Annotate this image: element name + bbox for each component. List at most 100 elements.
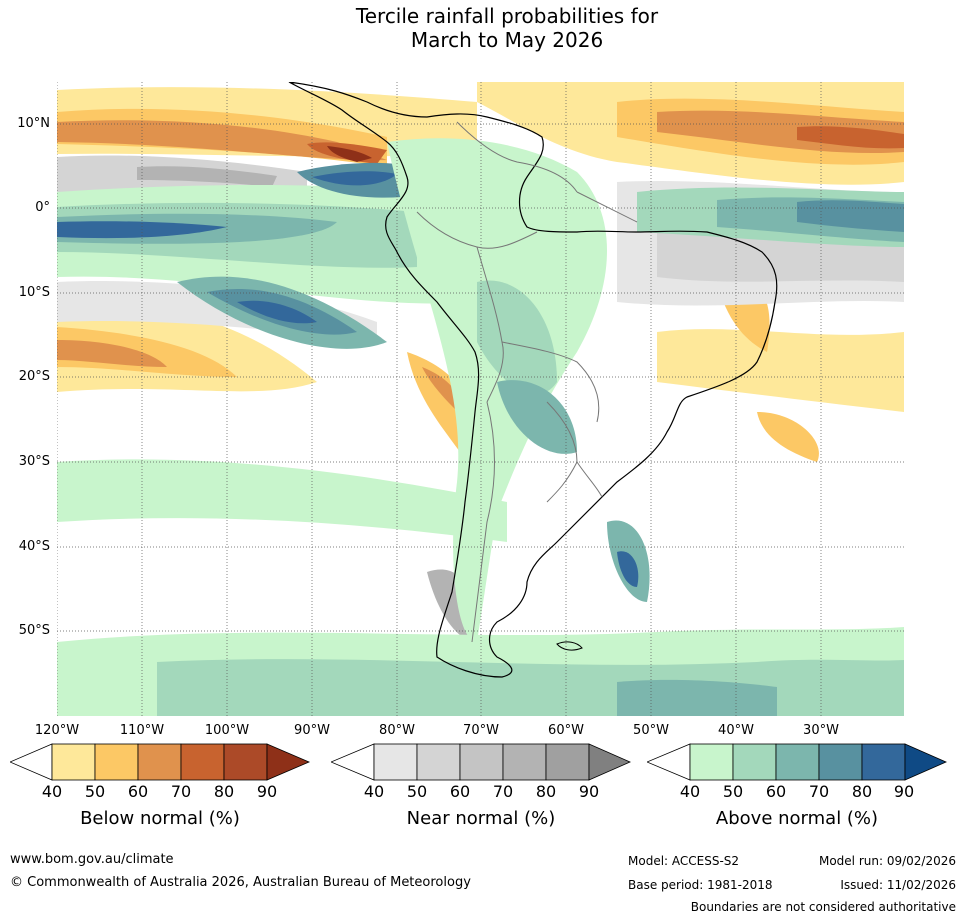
tick-near-80: 80: [535, 782, 557, 801]
colorbar-near-title: Near normal (%): [406, 808, 556, 829]
tick-above-50: 50: [722, 782, 744, 801]
colorbar-near: [331, 743, 631, 781]
title-line-1: Tercile rainfall probabilities for: [355, 4, 659, 28]
below-band-south-pacific-mid: [57, 327, 237, 377]
gridlines: [57, 82, 904, 716]
falkland-islands: [556, 641, 583, 651]
swatch-near-3: [459, 743, 504, 781]
tick-above-90: 90: [893, 782, 915, 801]
boundary-chile-argentina: [471, 401, 495, 643]
above-band-equatorial-atlantic-core: [797, 200, 904, 232]
swatch-near-1: [373, 743, 418, 781]
footer-model: Model: ACCESS-S2: [628, 854, 740, 868]
tick-below-90: 90: [256, 782, 278, 801]
lon-label-50w: 50°W: [633, 723, 669, 738]
swatch-near-0: [331, 743, 375, 781]
above-band-southeast-pacific-core: [237, 300, 317, 324]
boundary-guianas: [576, 191, 638, 223]
footer-disclaimer: Boundaries are not considered authoritat…: [690, 900, 956, 914]
boundary-peru-bolivia: [476, 246, 504, 403]
swatch-above-1: [689, 743, 734, 781]
boundary-bolivia-brazil: [501, 341, 600, 423]
boundary-uruguay: [576, 461, 603, 498]
tick-above-60: 60: [765, 782, 787, 801]
swatch-above-5: [861, 743, 906, 781]
lat-label-50s: 50°S: [18, 623, 50, 638]
above-band-parana: [497, 380, 577, 454]
footer-copyright: © Commonwealth of Australia 2026, Austra…: [10, 875, 471, 890]
lat-label-10s: 10°S: [18, 285, 50, 300]
colorbar-below: [10, 743, 310, 781]
below-band-north-pacific-strong: [57, 120, 387, 161]
lat-label-40s: 40°S: [18, 539, 50, 554]
title-line-2: March to May 2026: [410, 28, 604, 52]
country-boundaries: [416, 121, 638, 643]
swatch-below-3: [137, 743, 182, 781]
lon-label-110w: 110°W: [119, 723, 165, 738]
swatch-above-0: [647, 743, 691, 781]
swatch-near-4: [502, 743, 547, 781]
tick-near-70: 70: [492, 782, 514, 801]
lon-label-120w: 120°W: [34, 723, 80, 738]
lat-label-10n: 10°N: [17, 116, 50, 131]
tick-above-40: 40: [679, 782, 701, 801]
above-band-southern-ocean-mid: [157, 659, 904, 716]
lon-label-100w: 100°W: [204, 723, 250, 738]
below-band-south-atlantic: [657, 329, 904, 412]
colorbar-above-swatches: [647, 743, 947, 781]
below-band-south-atlantic-patch: [757, 412, 819, 462]
tick-near-40: 40: [363, 782, 385, 801]
colorbar-near-swatches: [331, 743, 631, 781]
swatch-below-4: [180, 743, 225, 781]
footer-url[interactable]: www.bom.gov.au/climate: [10, 852, 174, 867]
above-band-southern-ocean-strong: [617, 679, 777, 716]
lat-label-0: 0°: [35, 200, 50, 215]
tick-above-80: 80: [851, 782, 873, 801]
swatch-below-5: [223, 743, 268, 781]
lat-label-30s: 30°S: [18, 454, 50, 469]
below-peak-atlantic: [797, 126, 904, 149]
below-peak-panama: [327, 146, 372, 162]
tick-below-70: 70: [170, 782, 192, 801]
south-america-coastline: [288, 82, 778, 678]
below-band-south-pacific-strong: [57, 340, 167, 367]
lon-label-60w: 60°W: [548, 723, 584, 738]
lon-label-30w: 30°W: [803, 723, 839, 738]
footer-issued: Issued: 11/02/2026: [840, 878, 956, 892]
chart-title: Tercile rainfall probabilities for March…: [0, 4, 965, 52]
swatch-below-6: [266, 743, 310, 781]
boundary-colombia-venezuela: [456, 121, 578, 193]
rainfall-probability-map: [57, 82, 904, 716]
below-normal-areas: [57, 82, 904, 462]
above-band-south-pacific-40s: [57, 459, 507, 542]
swatch-above-2: [732, 743, 777, 781]
lon-label-40w: 40°W: [718, 723, 754, 738]
footer-model-run: Model run: 09/02/2026: [818, 854, 956, 868]
swatch-below-1: [51, 743, 96, 781]
lon-label-90w: 90°W: [294, 723, 330, 738]
tick-above-70: 70: [808, 782, 830, 801]
colorbar-above-title: Above normal (%): [715, 808, 879, 829]
tick-below-80: 80: [213, 782, 235, 801]
swatch-near-6: [588, 743, 631, 781]
tick-below-60: 60: [127, 782, 149, 801]
near-band-north-pacific-strong: [137, 166, 277, 187]
swatch-below-0: [10, 743, 53, 781]
swatch-near-5: [545, 743, 590, 781]
colorbar-above: [647, 743, 947, 781]
tick-below-50: 50: [84, 782, 106, 801]
footer-base-period: Base period: 1981-2018: [628, 878, 773, 892]
colorbar-below-swatches: [10, 743, 310, 781]
swatch-below-2: [94, 743, 139, 781]
swatch-near-2: [416, 743, 461, 781]
tick-below-40: 40: [41, 782, 63, 801]
lat-label-20s: 20°S: [18, 369, 50, 384]
above-band-colombia-coast-core: [312, 171, 397, 186]
above-band-andes-amazon: [387, 138, 607, 642]
boundary-paraguay-argentina: [546, 401, 578, 503]
above-band-south-atlantic-core: [617, 551, 639, 587]
swatch-above-4: [818, 743, 863, 781]
above-band-andes-mid: [477, 280, 557, 395]
lon-label-70w: 70°W: [463, 723, 499, 738]
tick-near-90: 90: [578, 782, 600, 801]
